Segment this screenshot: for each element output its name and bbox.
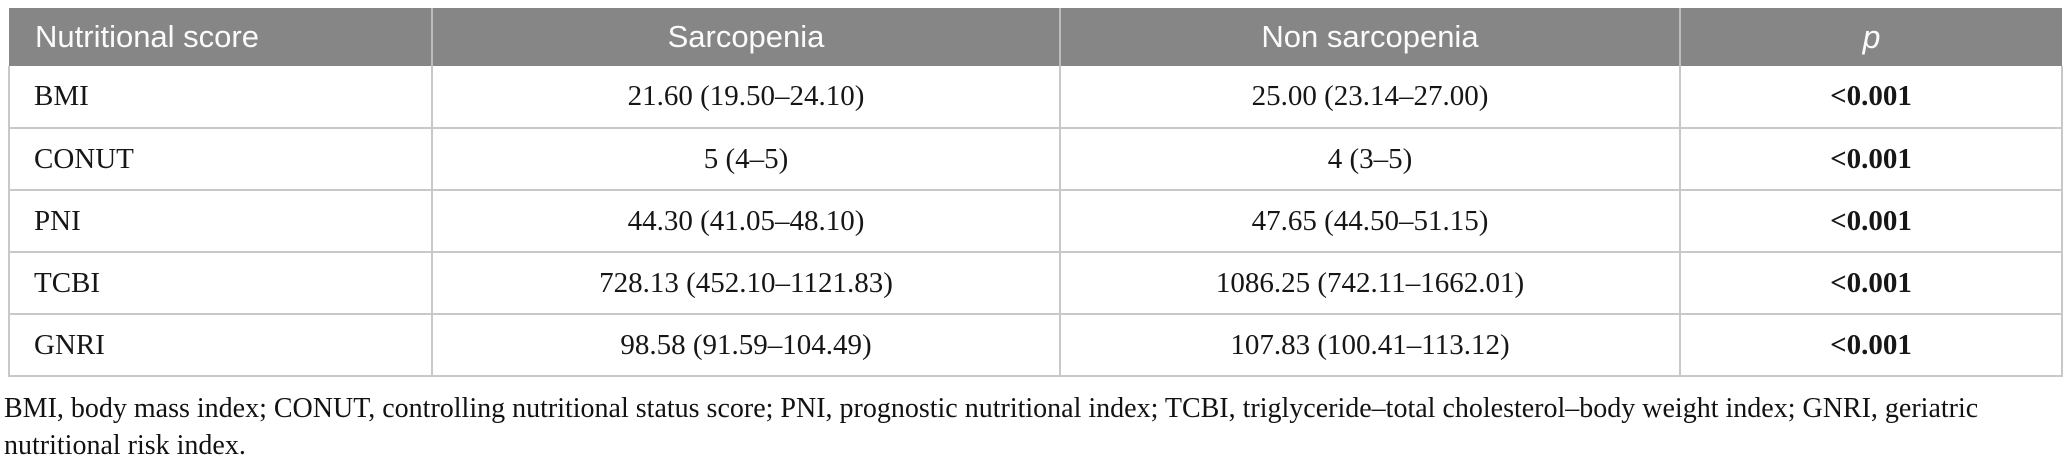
cell-non-sarcopenia-value: 4 (3–5) [1059,127,1681,191]
table-row-pni: PNI 44.30 (41.05–48.10) 47.65 (44.50–51.… [8,189,2063,253]
table-row-bmi: BMI 21.60 (19.50–24.10) 25.00 (23.14–27.… [8,66,2063,129]
cell-p-value: <0.001 [1679,66,2063,129]
cell-sarcopenia-value: 728.13 (452.10–1121.83) [431,251,1061,315]
column-header-sarcopenia: Sarcopenia [431,8,1060,66]
cell-p-value: <0.001 [1679,313,2063,377]
cell-sarcopenia-value: 21.60 (19.50–24.10) [431,66,1061,129]
cell-score-label: TCBI [8,251,433,315]
cell-non-sarcopenia-value: 1086.25 (742.11–1662.01) [1059,251,1681,315]
header-row: Nutritional score Sarcopenia Non sarcope… [9,8,2062,66]
cell-sarcopenia-value: 5 (4–5) [431,127,1061,191]
cell-score-label: CONUT [8,127,433,191]
cell-sarcopenia-value: 98.58 (91.59–104.49) [431,313,1061,377]
cell-sarcopenia-value: 44.30 (41.05–48.10) [431,189,1061,253]
cell-score-label: BMI [8,66,433,129]
column-header-p-value: p [1679,8,2062,66]
table-row-tcbi: TCBI 728.13 (452.10–1121.83) 1086.25 (74… [8,251,2063,315]
column-header-non-sarcopenia: Non sarcopenia [1059,8,1680,66]
cell-non-sarcopenia-value: 107.83 (100.41–113.12) [1059,313,1681,377]
cell-score-label: GNRI [8,313,433,377]
column-header-nutritional-score: Nutritional score [9,8,432,66]
cell-p-value: <0.001 [1679,189,2063,253]
table-row-conut: CONUT 5 (4–5) 4 (3–5) <0.001 [8,127,2063,191]
cell-non-sarcopenia-value: 47.65 (44.50–51.15) [1059,189,1681,253]
cell-p-value: <0.001 [1679,127,2063,191]
table-row-gnri: GNRI 98.58 (91.59–104.49) 107.83 (100.41… [8,313,2063,377]
cell-non-sarcopenia-value: 25.00 (23.14–27.00) [1059,66,1681,129]
cell-score-label: PNI [8,189,433,253]
cell-p-value: <0.001 [1679,251,2063,315]
nutritional-scores-table: Nutritional score Sarcopenia Non sarcope… [8,8,2063,377]
table-footnote: BMI, body mass index; CONUT, controlling… [4,393,1979,461]
